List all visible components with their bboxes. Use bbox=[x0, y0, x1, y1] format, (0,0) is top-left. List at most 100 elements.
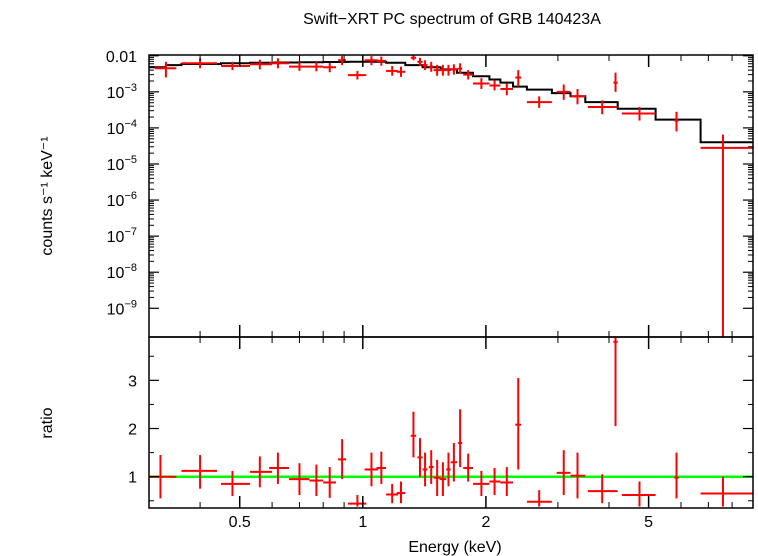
spectrum-data-point bbox=[556, 84, 571, 100]
spectrum-data-point bbox=[433, 64, 441, 76]
spectrum-frame bbox=[148, 54, 754, 338]
spectrum-data-point bbox=[613, 72, 618, 92]
ratio-data-point bbox=[269, 452, 290, 484]
y-tick-label: 10−9 bbox=[107, 298, 137, 318]
y-tick-label-exponent: −8 bbox=[124, 262, 137, 274]
y-tick-label-base: 10 bbox=[107, 121, 125, 138]
y-tick-label-base: 10 bbox=[107, 85, 125, 102]
ratio-data-group bbox=[149, 337, 753, 507]
spectrum-data-point bbox=[386, 66, 399, 76]
ratio-data-point bbox=[376, 451, 387, 484]
ratio-data-point bbox=[433, 459, 441, 496]
ratio-y-axis-label: ratio bbox=[39, 407, 56, 438]
ratio-data-point bbox=[289, 463, 310, 495]
spectrum-data-point bbox=[450, 64, 458, 75]
ratio-data-point bbox=[347, 494, 367, 507]
ratio-data-point bbox=[556, 450, 571, 495]
ratio-data-point bbox=[396, 481, 406, 504]
ratio-data-point bbox=[364, 452, 379, 487]
ratio-data-point bbox=[674, 452, 679, 499]
ratio-y-axis: 1 2 3 bbox=[128, 355, 753, 502]
ratio-data-point bbox=[450, 442, 458, 482]
ratio-data-point bbox=[250, 456, 273, 488]
ratio-data-point bbox=[417, 438, 423, 477]
ratio-data-point bbox=[463, 453, 474, 482]
y-tick-label: 10−8 bbox=[107, 262, 137, 282]
y-tick-label: 10−5 bbox=[107, 154, 137, 174]
y-tick-label-exponent: −4 bbox=[124, 118, 137, 130]
y-tick-label-base: 10 bbox=[107, 157, 125, 174]
y-tick-label: 10−3 bbox=[107, 82, 137, 102]
y-tick-label-base: 10 bbox=[107, 193, 125, 210]
spectrum-data-group bbox=[154, 55, 753, 337]
x-tick-label: 0.5 bbox=[229, 514, 251, 531]
spectrum-x-ticks bbox=[199, 55, 733, 337]
y-tick-label-exponent: −6 bbox=[124, 190, 137, 202]
ratio-data-point bbox=[570, 452, 586, 499]
spectrum-data-point bbox=[289, 62, 310, 71]
ratio-data-point bbox=[323, 467, 337, 498]
y-tick-label-base: 10 bbox=[107, 229, 125, 246]
spectrum-data-point bbox=[347, 70, 367, 80]
spectrum-data-point bbox=[338, 56, 347, 66]
ratio-y-tick-label: 3 bbox=[128, 373, 137, 390]
spectrum-data-point bbox=[422, 60, 428, 71]
spectrum-data-point bbox=[587, 100, 618, 115]
ratio-data-point bbox=[621, 481, 656, 507]
spectrum-data-point bbox=[269, 58, 290, 69]
x-tick-label: 5 bbox=[644, 514, 653, 531]
spectrum-data-point bbox=[221, 61, 251, 71]
spectrum-data-point bbox=[489, 80, 501, 91]
spectrum-data-point bbox=[396, 66, 406, 77]
spectrum-data-point bbox=[181, 58, 218, 69]
ratio-data-point bbox=[422, 452, 428, 487]
y-tick-label-base: 10 bbox=[107, 301, 125, 318]
spectrum-data-point bbox=[700, 134, 753, 337]
spectrum-data-point bbox=[417, 57, 423, 67]
y-tick-label-exponent: −9 bbox=[124, 298, 137, 310]
ratio-data-point bbox=[338, 439, 347, 480]
y-tick-label: 10−6 bbox=[107, 190, 137, 210]
spectrum-data-point bbox=[674, 111, 679, 132]
ratio-y-tick-label: 1 bbox=[128, 470, 137, 487]
spectrum-data-point bbox=[526, 96, 552, 108]
ratio-data-point bbox=[700, 476, 753, 507]
y-tick-label: 10−4 bbox=[107, 118, 137, 138]
ratio-data-point bbox=[181, 455, 218, 489]
spectrum-data-point bbox=[364, 56, 379, 66]
spectrum-y-axis-label: counts s⁻¹ keV⁻¹ bbox=[39, 136, 56, 255]
ratio-y-tick-label: 2 bbox=[128, 422, 137, 439]
y-tick-label: 0.01 bbox=[106, 49, 137, 66]
spectrum-data-point bbox=[410, 55, 417, 61]
ratio-data-point bbox=[458, 409, 463, 468]
y-tick-label-exponent: −3 bbox=[124, 82, 137, 94]
ratio-frame bbox=[148, 336, 754, 509]
ratio-data-point bbox=[500, 467, 514, 496]
ratio-panel: 1 2 3 0.5 1 2 5 bbox=[128, 336, 754, 531]
ratio-data-point bbox=[587, 474, 618, 504]
spectrum-data-point bbox=[439, 64, 447, 76]
y-tick-label-exponent: −5 bbox=[124, 154, 137, 166]
spectrum-data-point bbox=[376, 56, 387, 66]
ratio-data-point bbox=[386, 483, 399, 504]
spectrum-data-point bbox=[250, 59, 273, 70]
ratio-data-point bbox=[439, 462, 447, 496]
spectrum-data-point bbox=[458, 63, 463, 74]
x-axis-label: Energy (keV) bbox=[408, 539, 501, 556]
spectrum-data-point bbox=[515, 70, 522, 87]
spectrum-data-point bbox=[621, 106, 656, 121]
spectrum-data-point bbox=[500, 83, 514, 96]
x-tick-label: 1 bbox=[358, 514, 367, 531]
ratio-data-point bbox=[309, 464, 324, 496]
ratio-data-point bbox=[473, 470, 490, 496]
ratio-data-point bbox=[428, 450, 434, 484]
model-step-curve bbox=[149, 60, 753, 144]
spectrum-data-point bbox=[154, 61, 177, 78]
x-tick-label: 2 bbox=[481, 514, 490, 531]
ratio-data-point bbox=[526, 490, 552, 507]
spectrum-data-point bbox=[463, 70, 474, 80]
chart-title: Swift−XRT PC spectrum of GRB 140423A bbox=[303, 11, 601, 28]
ratio-data-point bbox=[221, 470, 251, 496]
